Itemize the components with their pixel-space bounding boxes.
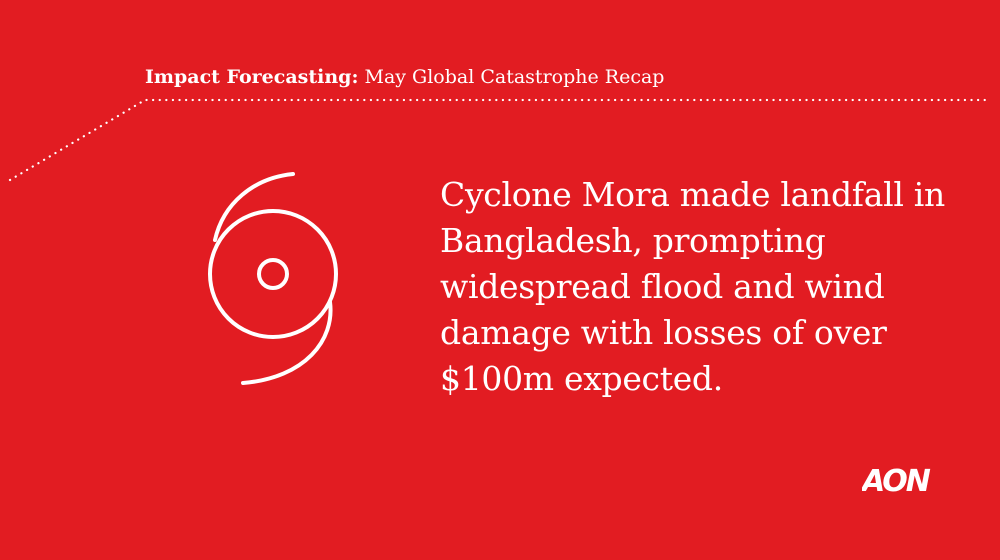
header-bold-label: Impact Forecasting: bbox=[145, 66, 359, 88]
cyclone-icon bbox=[208, 172, 338, 385]
header-title: Impact Forecasting: May Global Catastrop… bbox=[145, 64, 664, 90]
header-subtitle: May Global Catastrophe Recap bbox=[364, 66, 665, 88]
aon-logo-text: AON bbox=[862, 464, 931, 496]
headline-text: Cyclone Mora made landfall in Bangladesh… bbox=[440, 175, 945, 398]
aon-logo: AON bbox=[862, 464, 932, 496]
